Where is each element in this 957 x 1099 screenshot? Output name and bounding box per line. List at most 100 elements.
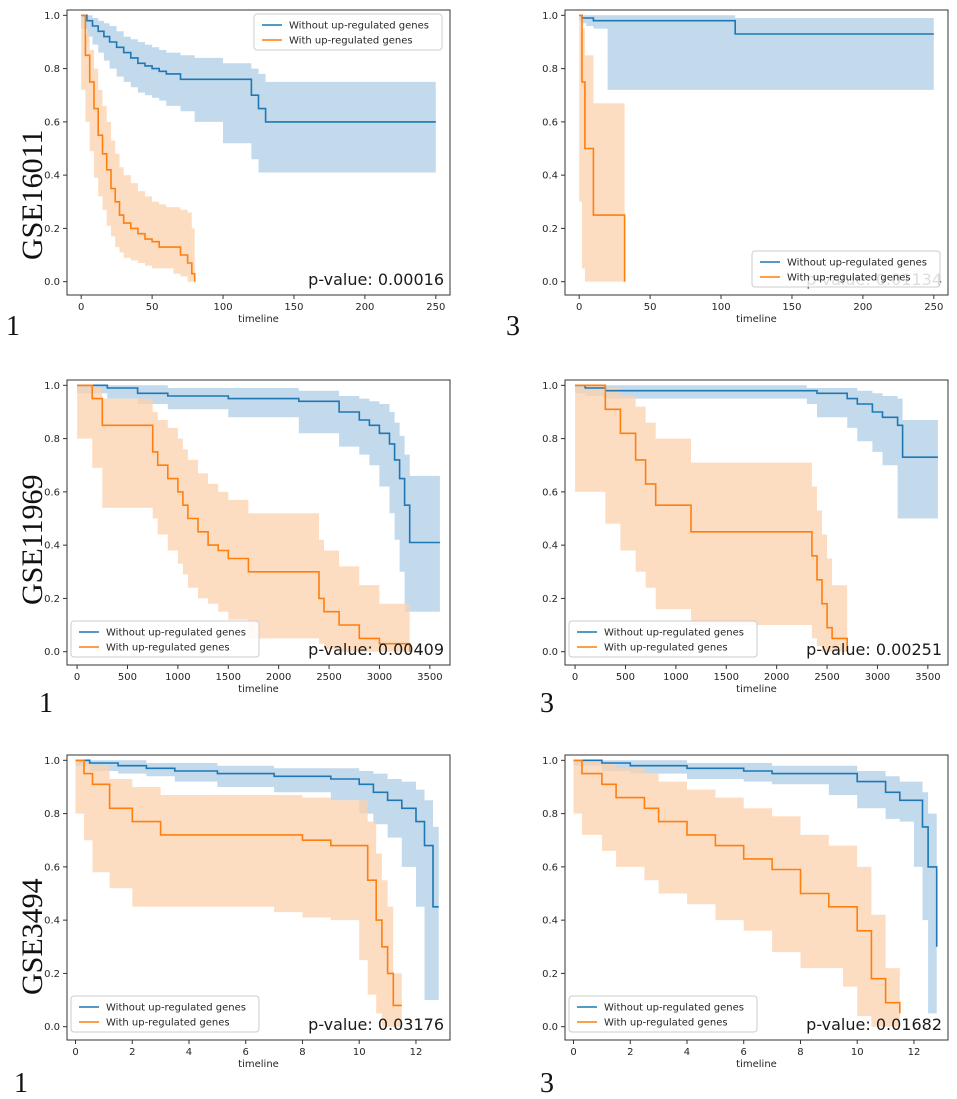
panel-2-x-axis-title: timeline bbox=[736, 314, 777, 325]
panel-1-x-tick-label: 250 bbox=[426, 302, 445, 313]
panel-number-r3c1: 1 bbox=[14, 1068, 28, 1099]
panel-2-y-tick-label: 0.8 bbox=[542, 64, 558, 75]
panel-6-legend-label-without: Without up-regulated genes bbox=[604, 1003, 744, 1014]
panel-1-y-tick-label: 0.2 bbox=[44, 224, 60, 235]
panel-2-with-survival-line bbox=[579, 14, 626, 282]
panel-1-legend-box bbox=[253, 13, 443, 51]
panel-6-axes-frame bbox=[564, 754, 949, 1041]
row-label-gse16011: GSE16011 bbox=[16, 129, 49, 260]
panel-5-x-tick-label: 0 bbox=[72, 1047, 78, 1058]
row-label-gse3494: GSE3494 bbox=[16, 878, 49, 995]
panel-3-x-tick-label: 3500 bbox=[417, 672, 442, 683]
panel-4-p-value-annotation: p-value: 0.00251 bbox=[806, 640, 942, 659]
panel-4-legend-label-without: Without up-regulated genes bbox=[604, 628, 744, 639]
panel-1-x-tick-label: 150 bbox=[284, 302, 303, 313]
panel-5-x-tick-label: 12 bbox=[410, 1047, 423, 1058]
panel-2-legend-box bbox=[751, 250, 941, 288]
panel-6-x-tick-label: 8 bbox=[797, 1047, 803, 1058]
panel-2-x-tick-label: 100 bbox=[711, 302, 730, 313]
panel-6-x-tick-label: 0 bbox=[570, 1047, 576, 1058]
panel-4-legend-box bbox=[568, 620, 758, 658]
panel-3-x-tick-label: 3000 bbox=[367, 672, 392, 683]
panel-4-y-tick-label: 0.6 bbox=[542, 487, 558, 498]
panel-2-x-tick-label: 250 bbox=[924, 302, 943, 313]
panel-2-y-tick-label: 0.0 bbox=[542, 277, 558, 288]
panel-6-x-tick-label: 6 bbox=[741, 1047, 747, 1058]
panel-5-y-tick-label: 0.4 bbox=[44, 916, 60, 927]
panel-1-y-tick-label: 0.4 bbox=[44, 171, 60, 182]
panel-5-y-tick-label: 1.0 bbox=[44, 756, 60, 767]
panel-2-chart: 0 50 100 150 200 250 0.0 0.2 0.4 0.6 0.8 1.0 timelin… bbox=[542, 9, 949, 325]
panel-3-x-tick-label: 1500 bbox=[216, 672, 241, 683]
panel-6-with-ci-band bbox=[573, 760, 900, 1027]
panel-4-x-tick-label: 3500 bbox=[915, 672, 940, 683]
panel-3-p-value-annotation: p-value: 0.00409 bbox=[308, 640, 444, 659]
panel-5-x-tick-label: 4 bbox=[186, 1047, 192, 1058]
km-panels: 0 50 100 150 200 2500.00.20.40.60.81.0timelin… bbox=[44, 9, 949, 1070]
panel-1-legend-label-without: Without up-regulated genes bbox=[289, 21, 429, 32]
panel-6-without-ci-band bbox=[573, 760, 937, 1014]
panel-4-without-ci-band bbox=[575, 385, 938, 519]
panel-3-chart: 0 500 1000 1500 2000 2500 3000 3500 0.0 0.2 0.4 0.6… bbox=[44, 379, 451, 695]
panel-5-x-tick-label: 2 bbox=[129, 1047, 135, 1058]
panel-5-x-axis-title: timeline bbox=[238, 1059, 279, 1070]
panel-6-legend-box bbox=[568, 995, 758, 1033]
panel-5-with-survival-line bbox=[75, 759, 402, 1007]
panel-6-chart: 0 2 4 6 8 10 12 0.0 0.2 0.4 0.6 0.8 1.0 timeline p-val… bbox=[542, 754, 949, 1070]
row-label-gse11969: GSE11969 bbox=[16, 474, 49, 605]
panel-6-legend-label-with: With up-regulated genes bbox=[604, 1018, 728, 1029]
panel-4-axes-frame bbox=[564, 379, 949, 666]
panel-3-with-ci-band bbox=[77, 385, 410, 652]
panel-3-y-tick-label: 0.0 bbox=[44, 647, 60, 658]
panel-5-x-tick-label: 6 bbox=[243, 1047, 249, 1058]
panel-2-axes-frame bbox=[564, 9, 949, 296]
panel-6-x-tick-label: 10 bbox=[851, 1047, 864, 1058]
panel-2-y-tick-label: 0.6 bbox=[542, 117, 558, 128]
panel-3-legend-label-without: Without up-regulated genes bbox=[106, 628, 246, 639]
panel-5-legend-label-with: With up-regulated genes bbox=[106, 1018, 230, 1029]
panel-4-x-tick-label: 500 bbox=[616, 672, 635, 683]
panel-1-chart: 0 50 100 150 200 250 0.0 0.2 0.4 0.6 0.8 1.0 timelin… bbox=[44, 9, 451, 325]
panel-5-x-tick-label: 8 bbox=[299, 1047, 305, 1058]
panel-1-axes-frame bbox=[66, 9, 451, 296]
panel-4-y-tick-label: 0.4 bbox=[542, 541, 558, 552]
panel-3-y-tick-label: 0.4 bbox=[44, 541, 60, 552]
panel-4-x-tick-label: 0 bbox=[572, 672, 578, 683]
panel-6-y-tick-label: 1.0 bbox=[542, 756, 558, 767]
panel-1-x-tick-label: 100 bbox=[213, 302, 232, 313]
panel-6-y-tick-label: 0.0 bbox=[542, 1022, 558, 1033]
panel-1-y-tick-label: 0.0 bbox=[44, 277, 60, 288]
panel-4-chart: 0 500 1000 1500 2000 2500 3000 3500 0.0 0.2 0.4 0.6… bbox=[542, 379, 949, 695]
panel-5-p-value-annotation: p-value: 0.03176 bbox=[308, 1015, 444, 1034]
panel-5-x-tick-label: 10 bbox=[353, 1047, 366, 1058]
panel-3-without-ci-band bbox=[77, 385, 440, 612]
panel-6-y-tick-label: 0.6 bbox=[542, 862, 558, 873]
panel-5-axes-frame bbox=[66, 754, 451, 1041]
panel-1-p-value-annotation: p-value: 0.00016 bbox=[308, 270, 444, 289]
panel-3-x-tick-label: 2500 bbox=[316, 672, 341, 683]
panel-1-with-ci-band bbox=[81, 15, 195, 282]
panel-4-x-tick-label: 1500 bbox=[714, 672, 739, 683]
panel-2-legend-label-without: Without up-regulated genes bbox=[787, 258, 927, 269]
panel-number-r2c1: 1 bbox=[39, 688, 53, 719]
panel-2-x-tick-label: 0 bbox=[576, 302, 582, 313]
panel-6-p-value-annotation: p-value: 0.01682 bbox=[806, 1015, 942, 1034]
panel-6-x-tick-label: 12 bbox=[908, 1047, 921, 1058]
panel-1-y-tick-label: 0.8 bbox=[44, 64, 60, 75]
panel-1-with-survival-line bbox=[81, 14, 196, 282]
panel-4-y-tick-label: 1.0 bbox=[542, 381, 558, 392]
panel-2-x-tick-label: 150 bbox=[782, 302, 801, 313]
panel-4-y-tick-label: 0.8 bbox=[542, 434, 558, 445]
panel-4-y-tick-label: 0.0 bbox=[542, 647, 558, 658]
panel-3-without-survival-line bbox=[77, 384, 440, 544]
panel-2-x-tick-label: 50 bbox=[644, 302, 657, 313]
panel-5-with-ci-band bbox=[75, 760, 402, 1027]
panel-6-x-tick-label: 4 bbox=[684, 1047, 690, 1058]
panel-4-x-tick-label: 3000 bbox=[865, 672, 890, 683]
panel-5-chart: 0 2 4 6 8 10 12 0.0 0.2 0.4 0.6 0.8 1.0 timeline p-val… bbox=[44, 754, 451, 1070]
panel-4-with-ci-band bbox=[575, 385, 848, 652]
panel-5-legend-box bbox=[70, 995, 260, 1033]
panel-number-r2c2: 3 bbox=[540, 688, 554, 719]
panel-1-x-tick-label: 50 bbox=[146, 302, 159, 313]
